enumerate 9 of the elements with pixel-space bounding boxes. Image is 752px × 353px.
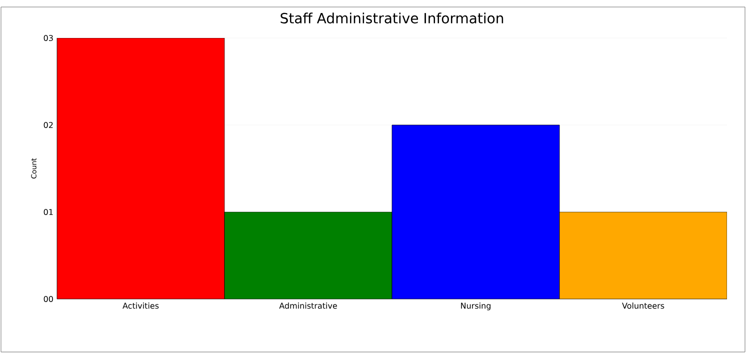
- chart-title: Staff Administrative Information: [280, 12, 504, 24]
- x-tick-label: Activities: [122, 302, 159, 309]
- y-tick-label: 02: [44, 122, 53, 128]
- x-tick-label: Volunteers: [622, 302, 664, 309]
- y-tick-label: 01: [44, 208, 53, 216]
- x-tick-label: Administrative: [279, 302, 337, 309]
- y-tick-label: 03: [44, 34, 53, 42]
- y-tick-label: 00: [44, 296, 53, 302]
- x-tick-label: Nursing: [461, 302, 490, 310]
